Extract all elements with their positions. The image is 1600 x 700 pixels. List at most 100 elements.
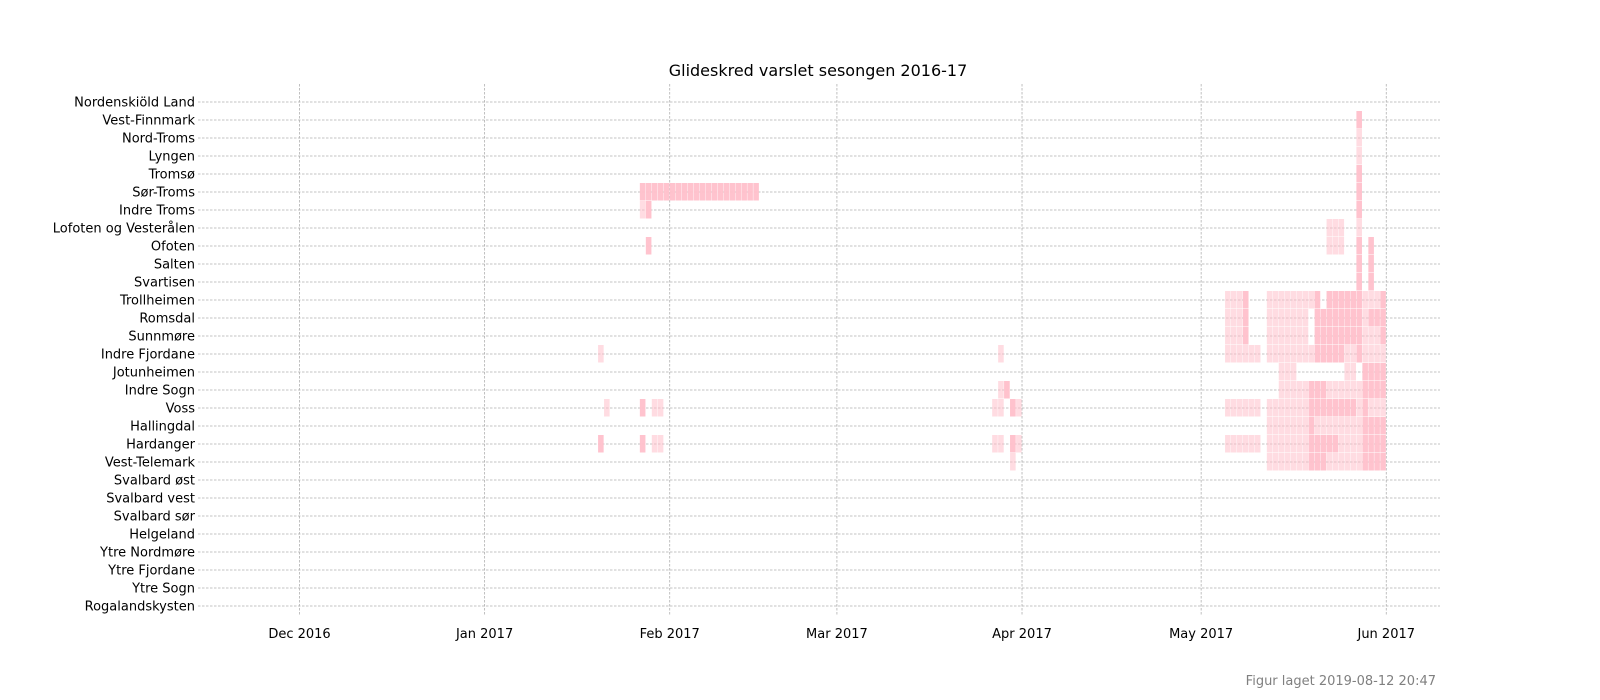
warning-cell <box>1314 417 1321 435</box>
warning-cell <box>1338 219 1345 237</box>
warning-cell <box>669 183 676 201</box>
warning-cell <box>1356 291 1362 309</box>
warning-cell <box>1272 453 1279 471</box>
warning-cell <box>1010 453 1016 471</box>
warning-cell <box>598 435 604 453</box>
y-tick-label: Svartisen <box>134 276 195 291</box>
warning-cell <box>1332 345 1339 363</box>
warning-cell <box>1344 435 1351 453</box>
warning-cell <box>1356 327 1362 345</box>
warning-cell <box>651 183 658 201</box>
warning-cell <box>1356 273 1362 291</box>
warning-cell <box>1362 453 1368 471</box>
warning-cell <box>1356 345 1362 363</box>
warning-cell <box>1344 291 1351 309</box>
warning-cell <box>1272 417 1279 435</box>
warning-cell <box>1302 399 1309 417</box>
warning-cell <box>1368 417 1374 435</box>
warning-cell <box>1284 327 1291 345</box>
warning-cell <box>1338 327 1345 345</box>
figure-timestamp: Figur laget 2019-08-12 20:47 <box>1246 674 1436 689</box>
warning-cell <box>1296 453 1303 471</box>
y-tick-label: Indre Sogn <box>125 384 195 399</box>
warning-cell <box>1272 309 1279 327</box>
warning-cell <box>1332 417 1339 435</box>
y-tick-label: Voss <box>166 402 196 417</box>
warning-cell <box>1314 309 1321 327</box>
warning-cell <box>1314 435 1321 453</box>
warning-cell <box>1356 453 1362 471</box>
warning-cell <box>1236 345 1243 363</box>
warning-cell <box>1344 417 1351 435</box>
warning-cell <box>992 399 998 417</box>
warning-cell <box>1236 399 1243 417</box>
warning-cell <box>1356 399 1362 417</box>
warning-cell <box>1278 381 1285 399</box>
warning-cell <box>1356 219 1362 237</box>
warning-cell <box>1231 291 1237 309</box>
warning-cell <box>1308 399 1315 417</box>
warning-cell <box>1338 453 1345 471</box>
warning-cell <box>1344 309 1351 327</box>
y-tick-label: Jotunheimen <box>112 366 195 381</box>
y-tick-label: Svalbard øst <box>114 474 195 489</box>
warning-cell <box>1290 453 1297 471</box>
warning-cell <box>645 237 652 255</box>
warning-cell <box>1242 291 1249 309</box>
warning-cell <box>1344 453 1351 471</box>
warning-cell <box>1236 327 1243 345</box>
warning-cell <box>1308 417 1315 435</box>
warning-cell <box>1302 345 1309 363</box>
warning-cell <box>1350 417 1357 435</box>
warning-cell <box>1350 453 1357 471</box>
warning-cell <box>1236 309 1243 327</box>
warning-cell <box>1290 363 1297 381</box>
y-axis-labels: Nordenskiöld Land Vest-Finnmark Nord-Troms… <box>53 96 196 615</box>
warning-cell <box>1380 345 1386 363</box>
warning-cell <box>705 183 712 201</box>
y-tick-label: Lofoten og Vesterålen <box>53 222 195 237</box>
warning-cell <box>1356 237 1362 255</box>
warning-cell <box>1332 327 1339 345</box>
warning-cell <box>1231 309 1237 327</box>
warning-cell <box>1368 255 1374 273</box>
warning-cell <box>1326 291 1333 309</box>
warning-cell <box>1290 435 1297 453</box>
warning-cell <box>1266 291 1273 309</box>
warning-cell <box>1016 399 1022 417</box>
warning-cell <box>1016 435 1022 453</box>
warning-cell <box>992 435 998 453</box>
warning-cell <box>1266 417 1273 435</box>
warning-cell <box>1225 399 1231 417</box>
warning-cell <box>1296 417 1303 435</box>
warning-cell <box>1356 147 1362 165</box>
warning-cell <box>1272 291 1279 309</box>
warning-cell <box>675 183 682 201</box>
warning-cell <box>1296 399 1303 417</box>
warning-cell <box>1242 327 1249 345</box>
warning-cell <box>1004 381 1010 399</box>
warning-cell <box>1296 291 1303 309</box>
y-tick-label: Lyngen <box>149 150 195 165</box>
warning-cell <box>1290 327 1297 345</box>
warning-cell <box>1326 327 1333 345</box>
warning-cell <box>1350 327 1357 345</box>
warning-cell <box>1344 381 1351 399</box>
x-tick-label: Jan 2017 <box>455 627 513 642</box>
warning-cell <box>699 183 706 201</box>
warning-cell <box>1266 453 1273 471</box>
warning-cell <box>1308 381 1315 399</box>
warning-cell <box>1362 435 1368 453</box>
warning-cell <box>1374 435 1380 453</box>
warning-cell <box>1231 435 1237 453</box>
warning-cell <box>1338 291 1345 309</box>
warning-cell <box>639 183 646 201</box>
warning-cell <box>1296 345 1303 363</box>
warning-cell <box>1296 435 1303 453</box>
warning-cell <box>1308 435 1315 453</box>
warning-cell <box>1284 453 1291 471</box>
warning-cell <box>1308 345 1315 363</box>
warning-cell <box>1248 345 1255 363</box>
warning-cell <box>1225 435 1231 453</box>
